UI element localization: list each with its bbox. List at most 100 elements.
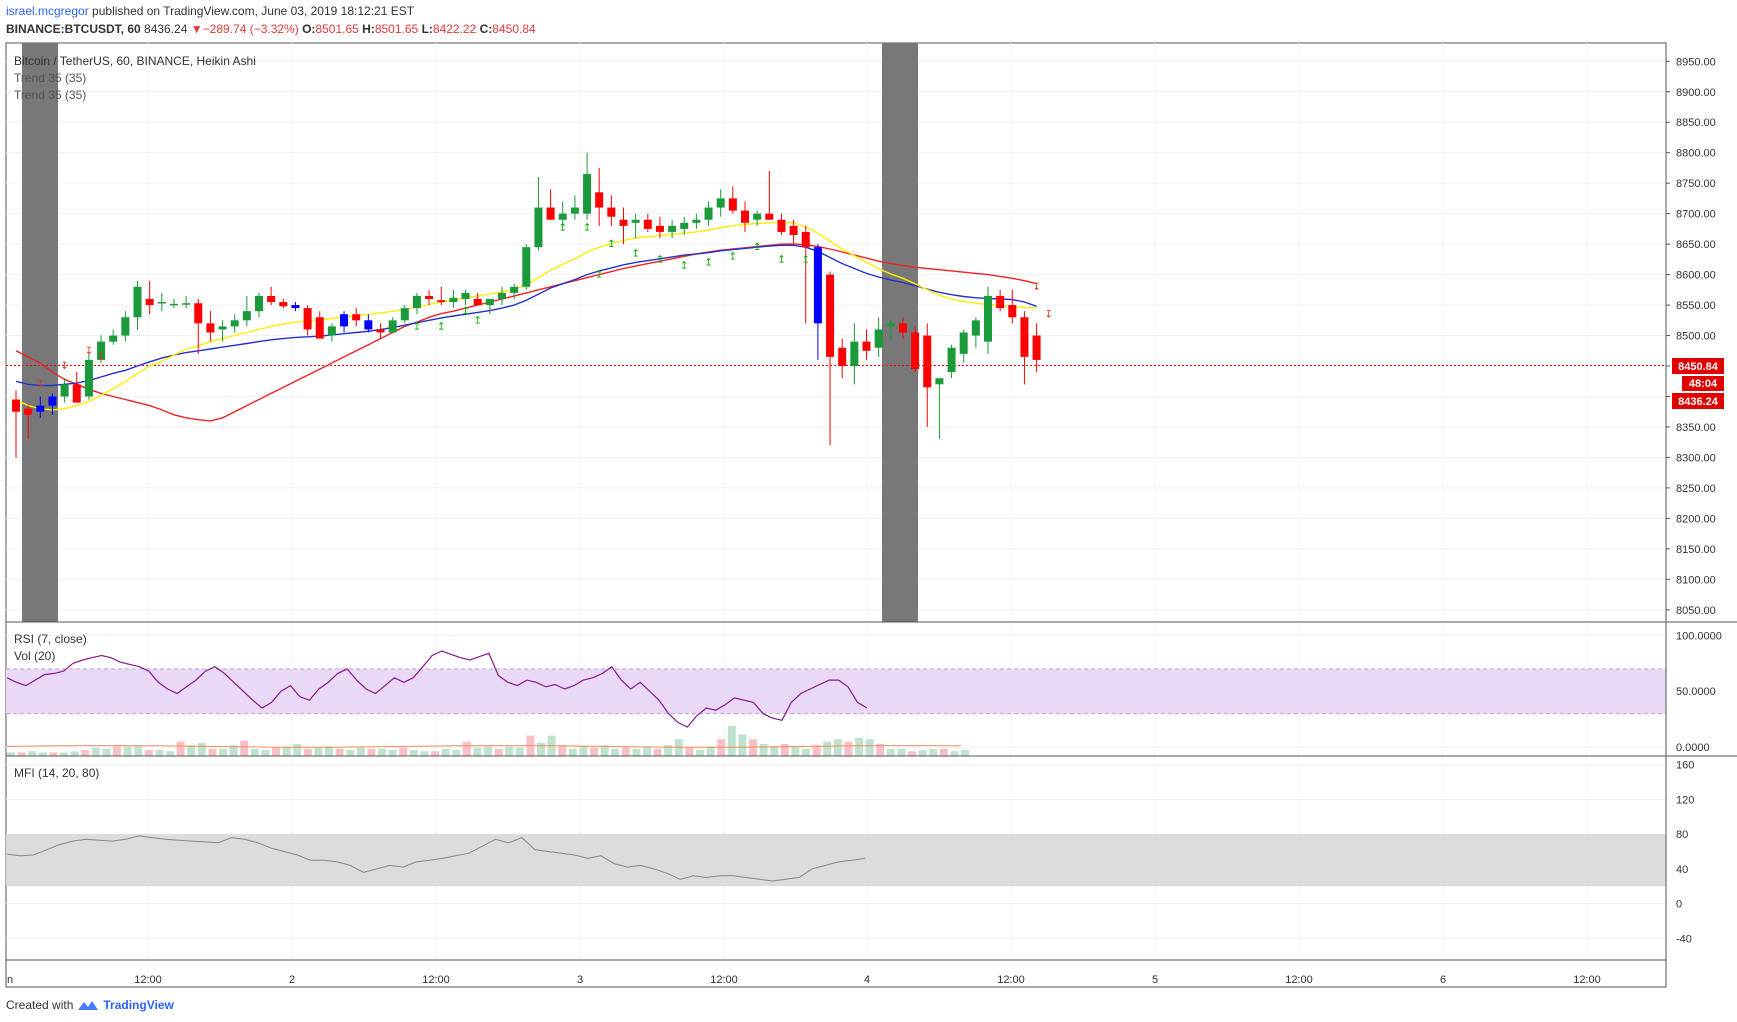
- mfi-tick-label: 40: [1676, 864, 1688, 876]
- candle-body: [255, 295, 263, 312]
- volume-bar: [272, 747, 280, 756]
- candle-body: [157, 302, 166, 304]
- y-tick-label: 8600.00: [1676, 270, 1716, 282]
- candle-body: [570, 207, 579, 214]
- candle-body: [327, 326, 336, 336]
- high-value: 8501.65: [374, 22, 419, 36]
- volume-bar: [123, 746, 132, 756]
- buy-arrow-icon: ↥: [474, 315, 482, 326]
- mfi-line: [6, 835, 866, 882]
- y-tick-label: 8900.00: [1676, 87, 1716, 99]
- volume-bar: [409, 750, 418, 756]
- x-tick-label: 12:00: [997, 974, 1025, 986]
- candle-body: [242, 311, 251, 321]
- volume-bar: [356, 747, 365, 756]
- buy-arrow-icon: ↥: [461, 306, 469, 317]
- volume-bar: [346, 750, 355, 756]
- candle-body: [813, 247, 822, 324]
- candle-body: [728, 198, 737, 211]
- volume-bar: [452, 750, 461, 756]
- volume-bar: [908, 751, 916, 756]
- x-tick-label: 12:00: [1285, 974, 1313, 986]
- rsi-tick-label: 50.0000: [1676, 686, 1716, 698]
- candle-body: [583, 174, 592, 214]
- candle-body: [230, 320, 239, 327]
- down-arrow-icon: ▼: [190, 22, 203, 36]
- volume-bar: [335, 748, 344, 756]
- volume-bar: [113, 746, 121, 756]
- volume-bar: [144, 750, 153, 756]
- volume-bar: [950, 751, 959, 756]
- volume-bar: [780, 744, 789, 756]
- volume-bar: [166, 751, 174, 756]
- footer: Created with TradingView: [6, 998, 174, 1012]
- volume-bar: [505, 746, 514, 756]
- volume-bar: [727, 726, 736, 756]
- volume-bar: [187, 745, 196, 756]
- mfi-tick-label: 160: [1676, 760, 1694, 772]
- session-breaks: [22, 43, 918, 622]
- volume-bar: [7, 752, 15, 756]
- volume-bar: [325, 746, 333, 756]
- main-title: Bitcoin / TetherUS, 60, BINANCE, Heikin …: [14, 54, 256, 68]
- volume-bar: [611, 748, 620, 756]
- tradingview-brand[interactable]: TradingView: [103, 998, 174, 1012]
- candle-body: [437, 300, 446, 303]
- candle-body: [911, 332, 920, 370]
- candle-body: [826, 274, 835, 357]
- candle-body: [619, 219, 628, 226]
- mfi-tick-label: 120: [1676, 794, 1694, 806]
- volume-bar: [155, 750, 164, 756]
- candle-body: [716, 198, 725, 208]
- candle-body: [923, 335, 932, 388]
- volume-bar: [462, 741, 471, 756]
- candle-body: [935, 378, 944, 385]
- volume-ma-line: [6, 745, 962, 748]
- candle-body: [777, 219, 786, 232]
- vol-title: Vol (20): [14, 649, 55, 663]
- candle-body: [60, 384, 69, 397]
- candle-body: [461, 292, 470, 299]
- volume-bar: [91, 747, 100, 756]
- open-value: 8501.65: [315, 22, 359, 36]
- volume-bar: [28, 751, 37, 756]
- x-tick-label: 12:00: [422, 974, 450, 986]
- buy-arrow-icon: ↥: [437, 321, 445, 332]
- price-change: −289.74 (−3.32%): [202, 22, 299, 36]
- x-tick-label: 12:00: [710, 974, 738, 986]
- price-tag-last: 8450.84: [1672, 358, 1724, 374]
- volume-bar: [441, 748, 450, 756]
- volume-bar: [759, 744, 768, 756]
- ohlc-line: BINANCE:BTCUSDT, 60 8436.24 ▼−289.74 (−3…: [6, 22, 536, 36]
- tradingview-logo-icon: [78, 1001, 99, 1010]
- buy-arrow-icon: ↥: [729, 251, 737, 262]
- publish-info: published on TradingView.com, June 03, 2…: [92, 4, 415, 18]
- candle-body: [607, 207, 616, 217]
- volume-bar: [250, 748, 259, 756]
- x-tick-label: 12:00: [134, 974, 162, 986]
- candle-body: [801, 231, 810, 248]
- buy-arrow-icon: ↥: [607, 239, 615, 250]
- candle-body: [291, 305, 300, 309]
- volume-bar: [961, 750, 969, 756]
- candle-body: [959, 332, 968, 354]
- candle-body: [340, 314, 349, 327]
- volume-bar: [293, 744, 302, 756]
- y-tick-label: 8150.00: [1676, 544, 1716, 556]
- volume-bar: [855, 738, 863, 756]
- author-link[interactable]: israel.mcgregor: [6, 4, 89, 18]
- candle-body: [72, 384, 81, 403]
- created-with: Created with: [6, 998, 74, 1012]
- legend-trend-1: Trend 35 (35): [14, 71, 86, 85]
- volume-bar: [49, 752, 58, 756]
- y-tick-label: 8100.00: [1676, 574, 1716, 586]
- y-tick-label: 8650.00: [1676, 239, 1716, 251]
- price-tag-last-text: 8450.84: [1678, 361, 1719, 373]
- buy-arrow-icon: ↥: [704, 257, 712, 268]
- countdown-tag-text: 48:04: [1689, 378, 1718, 390]
- volume-bar: [939, 748, 948, 756]
- candle-body: [850, 341, 859, 367]
- buy-arrow-icon: ↥: [656, 254, 664, 265]
- candle-body: [12, 399, 20, 412]
